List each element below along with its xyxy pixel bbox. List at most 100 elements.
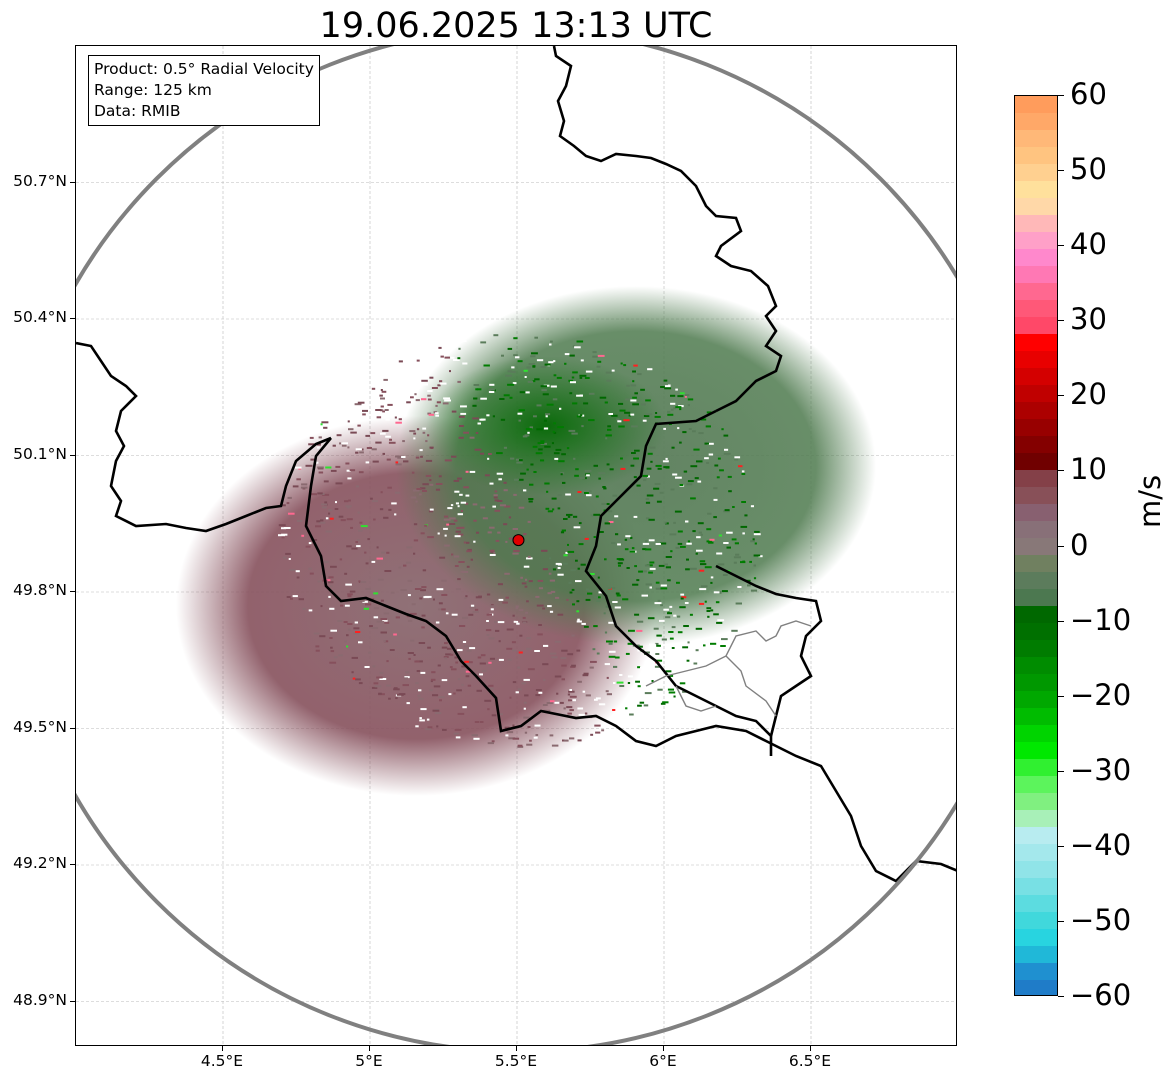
echo-speckle bbox=[406, 702, 410, 705]
echo-speckle bbox=[658, 564, 665, 567]
echo-speckle bbox=[620, 467, 626, 470]
echo-speckle bbox=[572, 371, 578, 374]
echo-speckle bbox=[583, 402, 589, 405]
echo-speckle bbox=[437, 532, 440, 535]
echo-speckle bbox=[329, 661, 337, 664]
echo-speckle bbox=[466, 550, 472, 553]
colorbar-tick-mark bbox=[1058, 545, 1064, 547]
colorbar-tick-label: 0 bbox=[1070, 527, 1089, 562]
echo-speckle bbox=[627, 675, 634, 678]
echo-speckle bbox=[560, 473, 563, 476]
echo-speckle bbox=[448, 693, 452, 696]
colorbar-segment bbox=[1015, 555, 1057, 573]
colorbar-segment bbox=[1015, 776, 1057, 794]
radar-map[interactable] bbox=[75, 45, 957, 1046]
echo-speckle bbox=[435, 488, 441, 491]
echo-speckle bbox=[296, 576, 300, 579]
echo-speckle bbox=[395, 697, 398, 700]
echo-speckle bbox=[419, 493, 422, 496]
echo-speckle bbox=[371, 598, 375, 601]
echo-speckle bbox=[641, 594, 648, 597]
echo-speckle bbox=[587, 592, 593, 595]
echo-speckle bbox=[525, 578, 528, 581]
colorbar-tick-label: −10 bbox=[1070, 602, 1132, 637]
echo-speckle bbox=[593, 464, 598, 467]
echo-speckle bbox=[346, 518, 353, 521]
echo-speckle bbox=[469, 606, 476, 609]
echo-speckle bbox=[671, 626, 676, 629]
echo-speckle bbox=[355, 451, 359, 454]
echo-speckle bbox=[693, 662, 698, 665]
echo-speckle bbox=[486, 613, 492, 616]
echo-speckle bbox=[643, 421, 647, 424]
echo-speckle bbox=[474, 448, 482, 451]
echo-speckle bbox=[634, 613, 640, 616]
echo-speckle bbox=[576, 415, 582, 418]
echo-speckle bbox=[611, 414, 618, 417]
echo-speckle bbox=[706, 540, 712, 543]
echo-speckle bbox=[288, 512, 295, 515]
echo-speckle bbox=[613, 640, 618, 643]
echo-speckle bbox=[371, 387, 376, 390]
y-tick-mark bbox=[70, 454, 75, 456]
echo-speckle bbox=[531, 352, 538, 355]
echo-speckle bbox=[467, 684, 472, 687]
echo-speckle bbox=[408, 657, 411, 660]
echo-speckle bbox=[544, 482, 550, 485]
echo-speckle bbox=[498, 598, 504, 601]
echo-speckle bbox=[557, 426, 564, 429]
echo-speckle bbox=[569, 689, 572, 691]
echo-speckle bbox=[422, 427, 427, 430]
echo-speckle bbox=[562, 739, 565, 742]
echo-speckle bbox=[554, 565, 559, 567]
echo-speckle bbox=[642, 419, 647, 422]
echo-speckle bbox=[473, 540, 476, 543]
echo-speckle bbox=[656, 500, 662, 503]
echo-speckle bbox=[494, 499, 499, 502]
echo-speckle bbox=[618, 564, 621, 567]
echo-speckle bbox=[486, 593, 491, 596]
y-tick-label: 49.5°N bbox=[13, 717, 67, 736]
echo-speckle bbox=[429, 689, 433, 692]
echo-speckle bbox=[646, 467, 652, 470]
echo-speckle bbox=[352, 677, 356, 680]
echo-speckle bbox=[295, 570, 300, 573]
echo-speckle bbox=[468, 613, 474, 616]
echo-speckle bbox=[596, 652, 600, 655]
echo-speckle bbox=[407, 619, 413, 622]
echo-speckle bbox=[446, 647, 452, 650]
echo-speckle bbox=[655, 587, 662, 590]
echo-speckle bbox=[376, 620, 382, 623]
echo-speckle bbox=[594, 724, 601, 727]
echo-speckle bbox=[528, 498, 534, 500]
echo-speckle bbox=[510, 457, 515, 460]
echo-speckle bbox=[360, 525, 368, 528]
echo-speckle bbox=[320, 605, 323, 608]
colorbar-segment bbox=[1015, 249, 1057, 267]
echo-speckle bbox=[338, 654, 343, 657]
echo-speckle bbox=[415, 456, 420, 459]
y-tick-label: 48.9°N bbox=[13, 990, 67, 1009]
echo-speckle bbox=[357, 539, 360, 542]
colorbar-segment bbox=[1015, 946, 1057, 964]
y-tick-mark bbox=[70, 318, 75, 319]
echo-speckle bbox=[427, 390, 433, 392]
echo-speckle bbox=[520, 472, 526, 475]
echo-speckle bbox=[627, 642, 635, 645]
echo-speckle bbox=[320, 423, 323, 426]
echo-speckle bbox=[416, 359, 420, 362]
echo-speckle bbox=[457, 357, 461, 360]
echo-speckle bbox=[523, 369, 528, 372]
echo-speckle bbox=[429, 376, 434, 379]
echo-speckle bbox=[525, 428, 532, 431]
echo-speckle bbox=[523, 701, 527, 704]
echo-speckle bbox=[528, 580, 533, 583]
echo-speckle bbox=[455, 502, 459, 505]
echo-speckle bbox=[526, 468, 529, 471]
echo-speckle bbox=[380, 409, 385, 412]
echo-speckle bbox=[546, 490, 549, 493]
echo-speckle bbox=[477, 422, 481, 425]
country-border-belgium-france bbox=[304, 437, 956, 883]
echo-speckle bbox=[513, 620, 519, 623]
colorbar-tick-mark bbox=[1058, 95, 1064, 96]
